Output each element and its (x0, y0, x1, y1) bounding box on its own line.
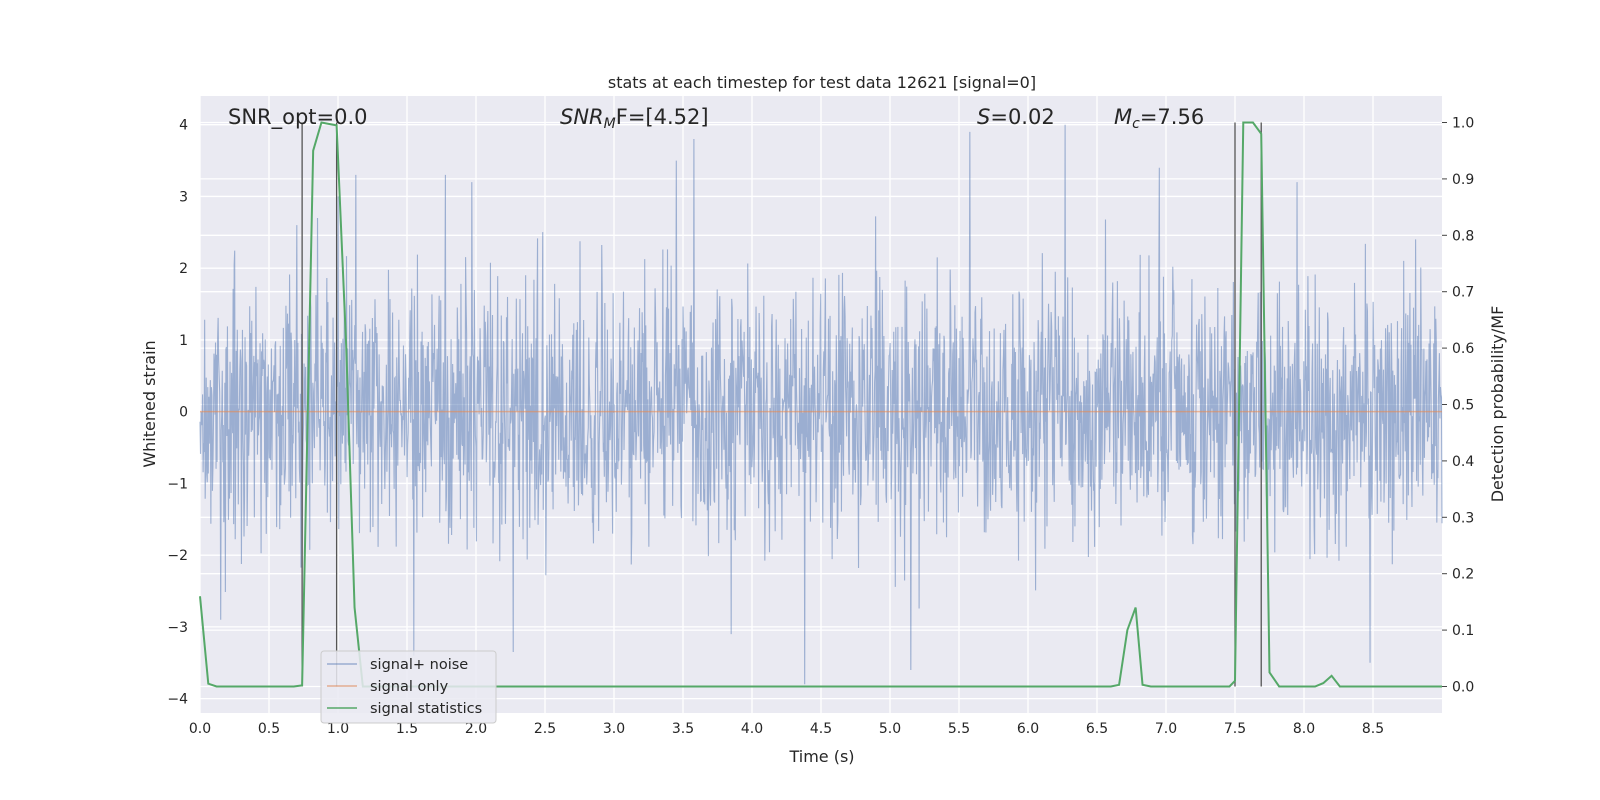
detection-markers (301, 122, 1262, 687)
x-axis-label: Time (s) (788, 747, 854, 766)
x-tick-label: 1.5 (396, 721, 418, 737)
y-right-tick-label: 0.3 (1452, 510, 1474, 526)
annotation-snr-mf: SNRMF=[4.52] (560, 105, 709, 132)
x-tick-label: 5.0 (879, 721, 901, 737)
y-tick-label: 2 (179, 261, 188, 277)
legend-label-signal: signal only (370, 679, 449, 695)
x-tick-label: 1.0 (327, 721, 349, 737)
y-right-tick-label: 0.6 (1452, 341, 1474, 357)
y-right-tick-label: 0.9 (1452, 172, 1474, 188)
annotation-s-main: S (977, 105, 990, 129)
annotation-snr-mf-sub: M (604, 116, 616, 132)
x-tick-label: 4.0 (741, 721, 763, 737)
annotation-snr-mf-rest: F=[4.52] (616, 105, 709, 129)
y-tick-label: 1 (179, 333, 188, 349)
x-tick-label: 5.5 (948, 721, 970, 737)
signal-statistics-series (199, 121, 1442, 688)
legend-label-noise: signal+ noise (370, 657, 468, 673)
y-right-tick-label: 0.2 (1452, 567, 1474, 583)
annotation-s-rest: =0.02 (990, 105, 1054, 129)
y-right-tick-label: 0.4 (1452, 454, 1474, 470)
y-tick-label: −3 (167, 620, 188, 636)
y-tick-label: 0 (179, 405, 188, 421)
y-right-axis-label: Detection probability/MF (1488, 306, 1507, 503)
annotation-mc-sub: c (1132, 116, 1140, 132)
y-right-tick-label: 0.8 (1452, 228, 1474, 244)
tick-labels: 0.0 0.5 1.0 1.5 2.0 2.5 3.0 3.5 4.0 4.5 5.0 5.5 6.0 6… (167, 116, 1474, 737)
y-right-tick-label: 0.1 (1452, 623, 1474, 639)
chart-title: stats at each timestep for test data 126… (608, 73, 1036, 92)
y-axis-label: Whitened strain (140, 340, 159, 467)
legend-label-statistics: signal statistics (370, 701, 482, 717)
x-tick-label: 8.0 (1293, 721, 1315, 737)
annotation-mc: Mc=7.56 (1114, 105, 1204, 132)
x-tick-label: 7.0 (1155, 721, 1177, 737)
annotation-snr-mf-main: SNR (560, 105, 604, 129)
x-tick-label: 0.0 (189, 721, 211, 737)
x-tick-label: 7.5 (1224, 721, 1246, 737)
y-right-tick-label: 0.7 (1452, 285, 1474, 301)
x-tick-label: 0.5 (258, 721, 280, 737)
legend-box (320, 650, 497, 724)
x-tick-label: 3.5 (672, 721, 694, 737)
y-tick-label: −2 (167, 548, 188, 564)
x-tick-label: 2.5 (534, 721, 556, 737)
y-tick-label: 3 (179, 189, 188, 205)
annotation-mc-main: M (1114, 105, 1132, 129)
x-tick-label: 6.0 (1017, 721, 1039, 737)
x-tick-label: 2.0 (465, 721, 487, 737)
y-tick-label: −1 (167, 476, 188, 492)
annotation-snr-opt: SNR_opt=0.0 (228, 105, 368, 130)
legend: signal+ noise signal only signal statist… (320, 650, 497, 724)
y-tick-label: −4 (167, 692, 188, 708)
annotation-s: S=0.02 (977, 105, 1055, 129)
annotation-mc-rest: =7.56 (1140, 105, 1204, 129)
x-tick-label: 8.5 (1362, 721, 1384, 737)
y-right-tick-label: 1.0 (1452, 116, 1474, 132)
x-tick-label: 6.5 (1086, 721, 1108, 737)
x-tick-label: 3.0 (603, 721, 625, 737)
y-right-tick-label: 0.5 (1452, 398, 1474, 414)
y-tick-label: 4 (179, 118, 188, 134)
y-right-tick-label: 0.0 (1452, 679, 1474, 695)
x-tick-label: 4.5 (810, 721, 832, 737)
signal-statistics-line (199, 121, 1442, 688)
